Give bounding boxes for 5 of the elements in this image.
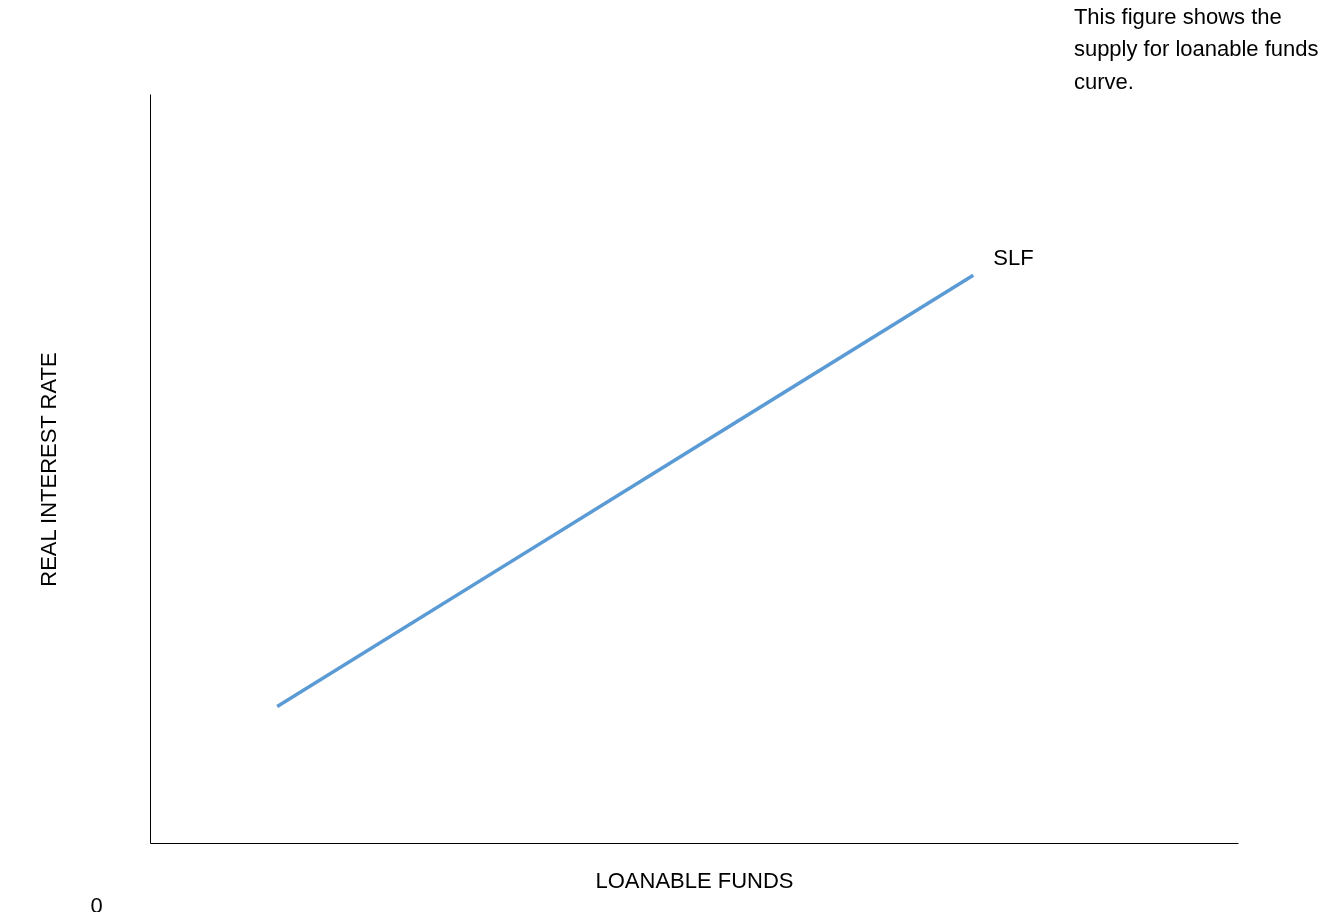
x-axis-title: LOANABLE FUNDS xyxy=(595,867,794,893)
text: This figure shows the supply for loanable funds curve. xyxy=(1073,3,1319,94)
text: 0 xyxy=(90,892,103,912)
series-label: SLF xyxy=(993,245,1034,271)
y-axis-title: REAL INTEREST RATE xyxy=(35,352,61,587)
